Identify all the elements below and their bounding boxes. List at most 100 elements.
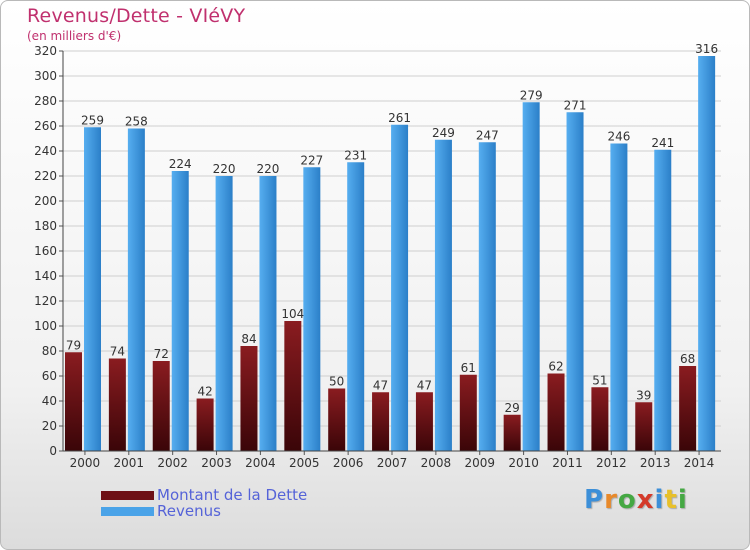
bar-revenus [698, 56, 716, 451]
bar-debt [196, 398, 214, 451]
y-tick-label: 220 [34, 169, 57, 183]
y-tick-label: 160 [34, 244, 57, 258]
bar-debt [284, 321, 302, 451]
y-tick-label: 20 [42, 419, 57, 433]
bar-revenus [347, 162, 365, 451]
bar-debt [152, 361, 170, 451]
bar-revenus [522, 102, 540, 451]
bar-debt [108, 358, 126, 451]
bars: 79 259 74 258 72 224 42 220 84 220 104 227 50 231 47 26… [65, 42, 718, 451]
bar-revenus [391, 124, 409, 451]
y-tick-label: 320 [34, 44, 57, 58]
bar-debt [415, 392, 433, 451]
x-tick-label: 2011 [552, 456, 583, 470]
y-tick-label: 0 [49, 444, 57, 458]
data-label-debt: 50 [329, 375, 344, 389]
bar-revenus [303, 167, 321, 451]
y-tick-label: 180 [34, 219, 57, 233]
data-label-revenus: 231 [344, 148, 367, 162]
y-tick-label: 200 [34, 194, 57, 208]
data-label-debt: 61 [461, 361, 476, 375]
data-label-revenus: 271 [564, 98, 587, 112]
logo-letter: o [617, 485, 637, 515]
data-label-revenus: 224 [169, 157, 192, 171]
bar-revenus [434, 139, 452, 451]
x-tick-label: 2000 [70, 456, 101, 470]
x-tick-label: 2010 [508, 456, 539, 470]
y-tick-label: 80 [42, 344, 57, 358]
x-tick-label: 2004 [245, 456, 276, 470]
data-label-debt: 62 [548, 360, 563, 374]
data-label-revenus: 220 [257, 162, 280, 176]
data-label-revenus: 220 [213, 162, 236, 176]
legend-item-debt: Montant de la Dette [101, 486, 308, 504]
data-label-revenus: 247 [476, 128, 499, 142]
bar-debt [372, 392, 390, 451]
bar-debt [503, 414, 521, 451]
legend-swatch-debt [101, 490, 154, 500]
y-tick-label: 300 [34, 69, 57, 83]
logo-letter: r [604, 485, 618, 515]
x-tick-label: 2003 [201, 456, 232, 470]
bar-debt [459, 374, 477, 451]
y-axis-ticks: 0 20 40 60 80 100 120 140 160 180 200 220 240 260 280 3… [34, 44, 63, 458]
chart-title: Revenus/Dette - VIéVY [27, 5, 246, 27]
data-label-debt: 39 [636, 388, 651, 402]
x-tick-label: 2001 [114, 456, 145, 470]
logo-letter: P [584, 485, 605, 515]
bar-debt [328, 388, 346, 451]
x-tick-label: 2009 [464, 456, 495, 470]
data-label-debt: 104 [281, 307, 304, 321]
y-tick-label: 260 [34, 119, 57, 133]
x-tick-label: 2002 [157, 456, 188, 470]
y-tick-label: 120 [34, 294, 57, 308]
y-tick-label: 40 [42, 394, 57, 408]
chart-subtitle: (en milliers d'€) [27, 29, 122, 43]
x-tick-label: 2008 [421, 456, 452, 470]
proxiti-logo: Proxiti [584, 485, 688, 515]
x-tick-label: 2012 [596, 456, 627, 470]
bar-debt [65, 352, 82, 451]
data-label-debt: 42 [197, 385, 212, 399]
bar-revenus [171, 171, 189, 451]
x-tick-label: 2013 [640, 456, 671, 470]
bar-revenus [654, 149, 672, 451]
data-label-revenus: 259 [81, 113, 104, 127]
y-tick-label: 140 [34, 269, 57, 283]
data-label-revenus: 241 [651, 136, 674, 150]
bar-revenus [566, 112, 584, 451]
data-label-debt: 29 [505, 401, 520, 415]
bar-debt [591, 387, 609, 451]
x-tick-label: 2007 [377, 456, 408, 470]
bar-debt [635, 402, 653, 451]
legend: Montant de la Dette Revenus [101, 486, 308, 520]
y-tick-label: 60 [42, 369, 57, 383]
data-label-revenus: 227 [300, 153, 323, 167]
y-tick-label: 100 [34, 319, 57, 333]
bar-revenus [259, 176, 277, 451]
data-label-debt: 84 [241, 332, 256, 346]
logo-letter: i [654, 485, 665, 515]
bar-revenus [610, 143, 628, 451]
data-label-debt: 74 [110, 345, 125, 359]
bar-revenus [127, 128, 145, 451]
data-label-debt: 68 [680, 352, 695, 366]
logo-letter: x [636, 485, 655, 515]
data-label-revenus: 258 [125, 115, 148, 129]
legend-label-debt: Montant de la Dette [157, 486, 308, 504]
logo-letter: i [677, 485, 688, 515]
bar-revenus [215, 176, 233, 451]
data-label-revenus: 279 [520, 88, 543, 102]
logo-letter: t [664, 485, 678, 515]
data-label-revenus: 249 [432, 126, 455, 140]
bar-debt [547, 373, 565, 451]
x-tick-label: 2014 [684, 456, 715, 470]
legend-swatch-revenus [101, 506, 154, 516]
legend-item-revenus: Revenus [101, 502, 307, 520]
data-label-debt: 72 [154, 347, 169, 361]
data-label-revenus: 316 [695, 42, 718, 56]
x-tick-label: 2005 [289, 456, 320, 470]
x-axis-ticks: 2000 2001 2002 2003 2004 2005 2006 2007 2008 2009… [70, 451, 715, 470]
